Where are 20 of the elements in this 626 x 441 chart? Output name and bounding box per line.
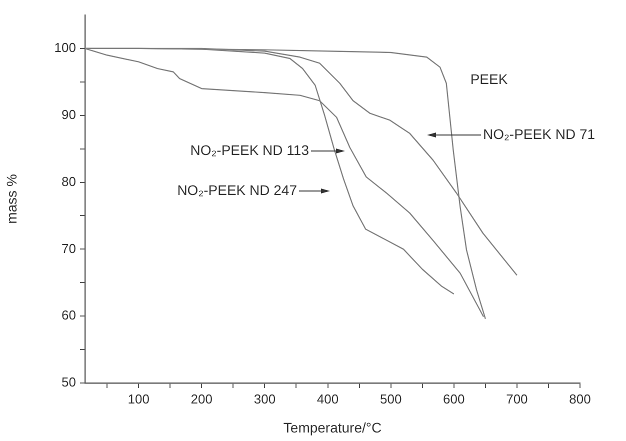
y-tick-label: 50 <box>62 374 76 390</box>
annotation: NO₂-PEEK ND 71 <box>483 126 596 142</box>
x-tick-label: 800 <box>569 391 591 406</box>
annotation: PEEK <box>470 70 508 87</box>
x-tick-label: 700 <box>506 391 528 406</box>
y-axis-title: mass % <box>3 174 20 224</box>
x-tick-label: 300 <box>254 391 276 406</box>
y-tick-label: 90 <box>62 106 76 122</box>
x-tick-label: 100 <box>128 391 150 406</box>
x-axis-title: Temperature/°C <box>283 419 382 436</box>
x-tick-label: 600 <box>443 391 465 406</box>
x-tick-label: 500 <box>380 391 402 406</box>
y-tick-label: 60 <box>62 308 76 323</box>
x-tick-label: 200 <box>190 391 213 406</box>
x-tick-label: 400 <box>316 391 339 406</box>
annotation: NO₂-PEEK ND 113 <box>190 142 310 158</box>
y-tick-label: 100 <box>54 40 76 56</box>
annotation: NO₂-PEEK ND 247 <box>177 182 298 198</box>
y-tick-label: 70 <box>62 240 76 256</box>
y-tick-label: 80 <box>62 174 76 189</box>
